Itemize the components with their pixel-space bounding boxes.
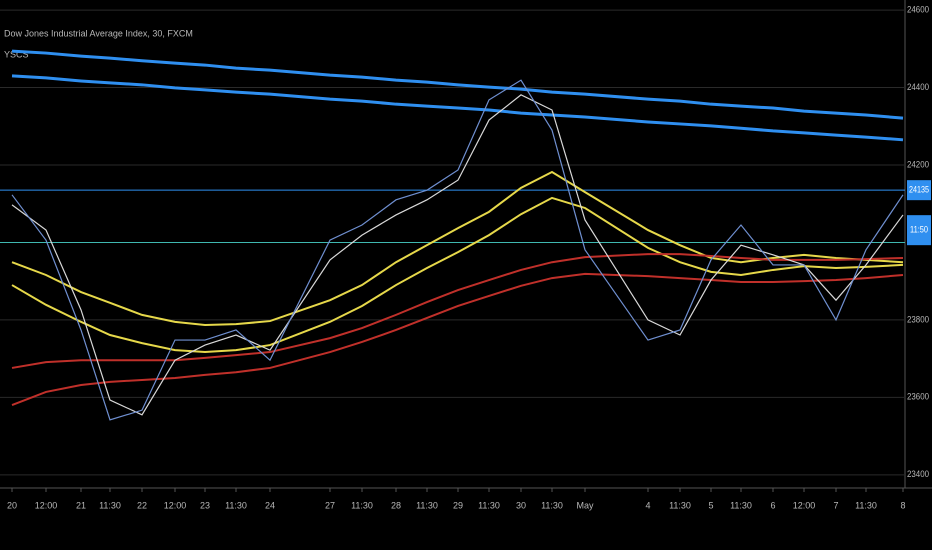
x-tick-label: 7 — [833, 500, 838, 510]
x-tick-label: 20 — [7, 500, 17, 510]
x-tick-label: 11:30 — [669, 500, 691, 510]
x-tick-label: 11:30 — [351, 500, 373, 510]
price-label: 24135 — [909, 185, 929, 195]
series-line — [11, 74, 904, 142]
y-tick-label: 23800 — [907, 314, 929, 324]
x-tick-label: 11:30 — [855, 500, 877, 510]
x-tick-label: 8 — [900, 500, 905, 510]
x-tick-label: 4 — [645, 500, 650, 510]
series-line — [11, 79, 904, 421]
chart-title: Dow Jones Industrial Average Index, 30, … — [4, 28, 193, 38]
x-tick-label: 27 — [325, 500, 335, 510]
price-box — [907, 180, 931, 201]
x-tick-label: 30 — [516, 500, 526, 510]
countdown-box — [907, 215, 931, 246]
x-tick-label: 21 — [76, 500, 86, 510]
y-tick-label: 24600 — [907, 4, 929, 14]
x-tick-label: 28 — [391, 500, 401, 510]
x-tick-label: 24 — [265, 500, 275, 510]
x-tick-label: 11:30 — [478, 500, 500, 510]
series-line — [11, 272, 904, 407]
y-tick-label: 23600 — [907, 392, 929, 402]
x-tick-label: 11:30 — [730, 500, 752, 510]
x-tick-label: 12:00 — [793, 500, 816, 510]
x-tick-label: 12:00 — [164, 500, 187, 510]
countdown-label: 11:50 — [910, 225, 928, 235]
x-tick-label: 23 — [200, 500, 210, 510]
y-tick-label: 24200 — [907, 159, 929, 169]
x-tick-label: 6 — [770, 500, 775, 510]
indicator-label: YSCS — [4, 49, 29, 59]
x-tick-label: 11:30 — [541, 500, 563, 510]
series-line — [11, 196, 904, 354]
series-line — [11, 49, 904, 120]
x-tick-label: May — [576, 500, 594, 510]
x-tick-label: 12:00 — [35, 500, 58, 510]
x-tick-label: 11:30 — [225, 500, 247, 510]
y-tick-label: 24400 — [907, 82, 929, 92]
series-line — [11, 253, 904, 369]
x-tick-label: 29 — [453, 500, 463, 510]
x-tick-label: 22 — [137, 500, 147, 510]
x-tick-label: 5 — [708, 500, 713, 510]
x-tick-label: 11:30 — [99, 500, 121, 510]
x-tick-label: 11:30 — [416, 500, 438, 510]
y-tick-label: 23400 — [907, 469, 929, 479]
